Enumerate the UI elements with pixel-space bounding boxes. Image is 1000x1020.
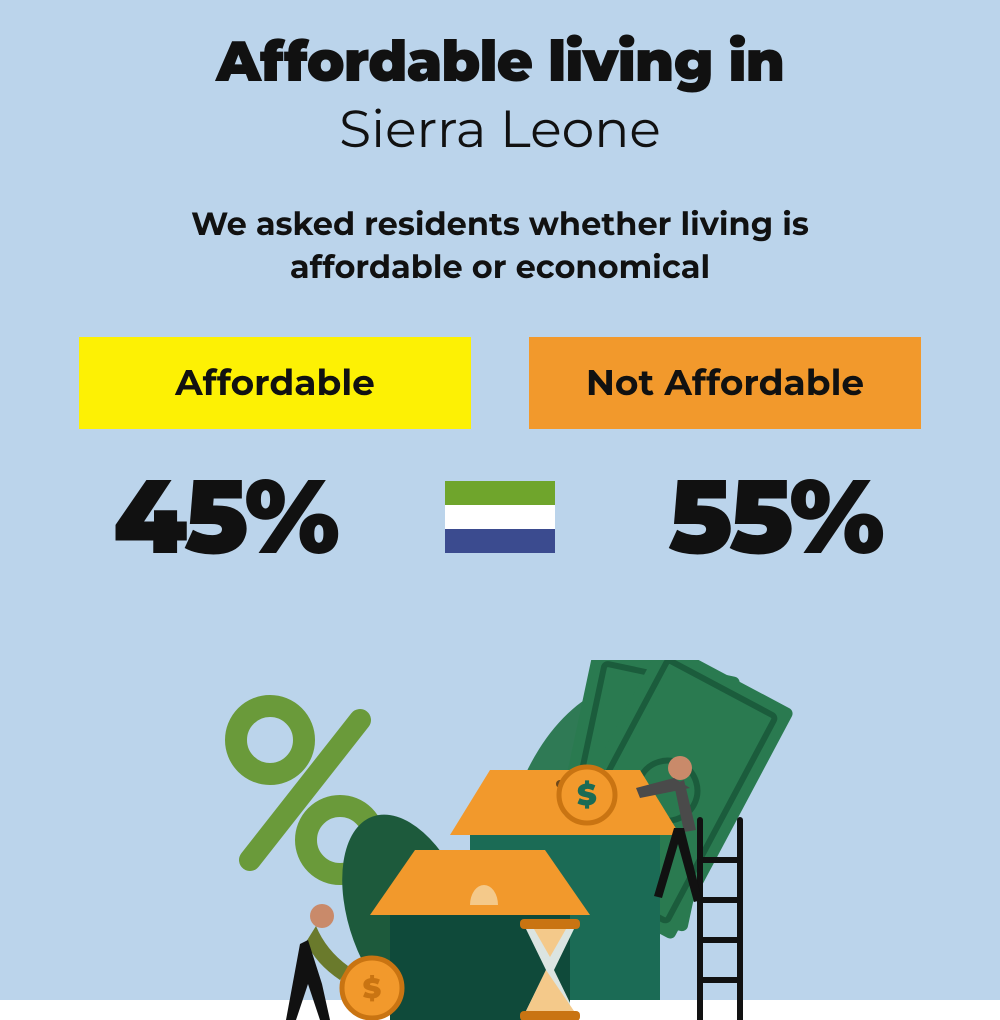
percentage-right: 55% (595, 453, 955, 580)
options-row: Affordable Not Affordable (0, 337, 1000, 429)
option-not-affordable-label: Not Affordable (586, 361, 864, 405)
svg-text:$: $ (577, 776, 597, 813)
percentages-row: 45% 55% (0, 453, 1000, 580)
subtitle-text: We asked residents whether living is aff… (120, 203, 880, 289)
option-not-affordable: Not Affordable (529, 337, 921, 429)
svg-text:$: $ (363, 972, 382, 1006)
title-block: Affordable living in Sierra Leone (0, 0, 1000, 161)
infographic-canvas: Affordable living in Sierra Leone We ask… (0, 0, 1000, 1000)
title-line2: Sierra Leone (0, 98, 1000, 161)
title-line1: Affordable living in (0, 28, 1000, 96)
flag-icon (445, 481, 555, 553)
option-affordable-label: Affordable (175, 361, 375, 405)
percentage-left: 45% (45, 453, 405, 580)
illustration-housing-icon: $ $ (180, 660, 820, 1020)
option-affordable: Affordable (79, 337, 471, 429)
